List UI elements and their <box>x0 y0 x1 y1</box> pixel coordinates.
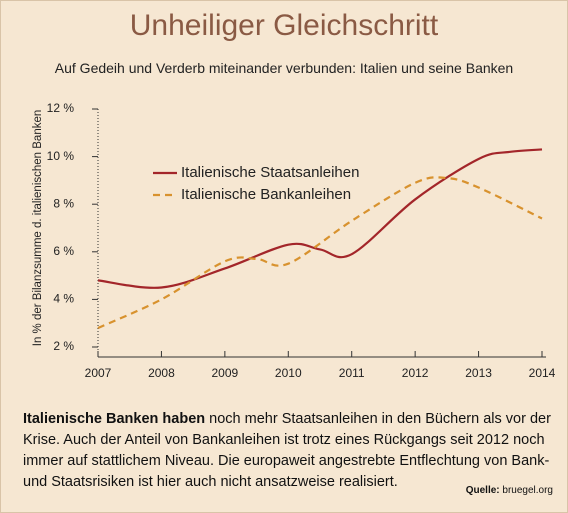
y-tick-label: 2 % <box>53 339 74 353</box>
x-tick-label: 2007 <box>85 366 112 380</box>
y-tick-label: 10 % <box>47 149 75 163</box>
x-tick-label: 2013 <box>465 366 492 380</box>
x-tick-label: 2014 <box>529 366 556 380</box>
chart-title: Unheiliger Gleichschritt <box>130 9 439 42</box>
legend-label: Italienische Bankanleihen <box>181 186 351 203</box>
source: Quelle: bruegel.org <box>466 485 553 496</box>
chart: Unheiliger Gleichschritt Auf Gedeih und … <box>32 9 556 380</box>
y-tick-label: 4 % <box>53 292 74 306</box>
caption-body: noch mehr Staatsanleihen in den Büchern … <box>23 411 551 490</box>
source-name: bruegel.org <box>502 485 553 496</box>
chart-subtitle: Auf Gedeih und Verderb miteinander verbu… <box>55 60 513 76</box>
x-tick-label: 2012 <box>402 366 429 380</box>
source-label: Quelle: <box>465 485 500 496</box>
caption: Italienische Banken haben noch mehr Staa… <box>23 409 553 493</box>
x-tick-label: 2009 <box>212 366 239 380</box>
series-line <box>97 176 543 329</box>
y-axis-label: In % der Bilanzsumme d. italienischen Ba… <box>32 110 44 347</box>
x-tick-label: 2008 <box>148 366 175 380</box>
caption-lead: Italienische Banken haben <box>23 411 206 427</box>
x-tick-label: 2010 <box>275 366 302 380</box>
series-line <box>97 148 543 289</box>
x-tick-label: 2011 <box>339 366 365 380</box>
y-tick-label: 6 % <box>53 244 74 258</box>
legend-label: Italienische Staatsanleihen <box>181 164 359 181</box>
y-tick-label: 8 % <box>53 196 74 210</box>
y-tick-label: 12 % <box>47 101 75 115</box>
